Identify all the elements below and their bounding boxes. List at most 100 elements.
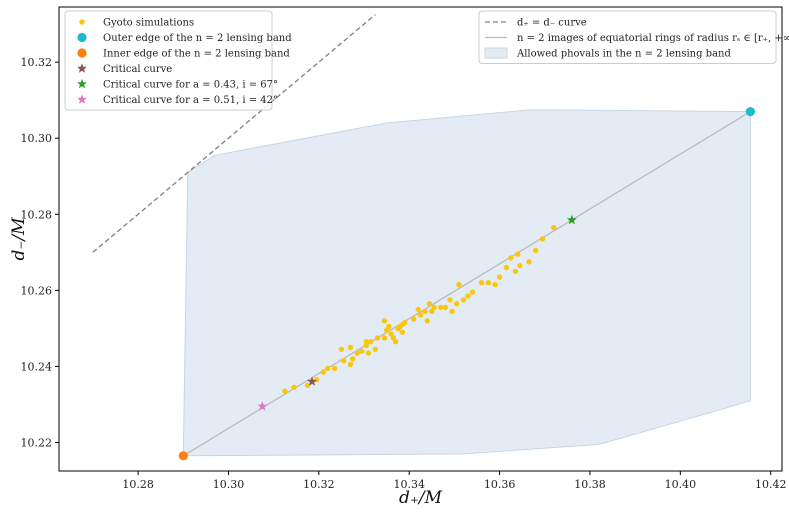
gyoto-point [496,274,503,280]
gyoto-point [368,339,374,345]
legend-allowed-phovals-in-the-n-2-lensing-band-label: Allowed phovals in the n = 2 lensing ban… [516,49,731,60]
gyoto-point [331,365,338,371]
gyoto-point [492,281,498,288]
y-axis-label: d₋/M [9,217,29,261]
legend-gyoto-simulations-marker [79,19,85,25]
x-tick-label: 10.40 [665,478,697,491]
gyoto-point [533,247,539,254]
gyoto-point [526,259,532,265]
gyoto-point [422,308,428,314]
gyoto-point [426,301,433,307]
gyoto-point [359,348,365,354]
points-layer [178,107,756,461]
gyoto-point [381,318,388,324]
gyoto-point [338,346,345,352]
gyoto-point [386,323,392,330]
gyoto-point [365,350,372,356]
ticks-layer: 10.28 10.30 10.32 10.34 10.36 10.38 10.40 10.42… [21,56,787,491]
gyoto-point [354,350,360,356]
gyoto-point [291,384,297,390]
x-tick-label: 10.30 [213,478,245,491]
legend-critical-curve-label: Critical curve [103,64,172,75]
gyoto-point [363,339,369,345]
x-tick-label: 10.42 [755,478,787,491]
legend-gyoto-simulations-label: Gyoto simulations [103,18,194,29]
x-tick-label: 10.34 [393,478,425,491]
gyoto-point [438,304,444,311]
legend-critical-curve-for-a-0-43-i-67-marker [77,78,87,89]
legend-outer-edge-of-the-n-2-lensing-band-marker [77,32,87,43]
gyoto-point [411,316,417,322]
legend-critical-curve-for-a-0-51-i-42-marker [77,94,87,104]
critical-curve-for-a-0-43-i-67-star [566,214,577,225]
gyoto-point [424,318,430,324]
y-tick-label: 10.24 [21,360,53,373]
gyoto-point [347,361,354,368]
y-tick-label: 10.28 [21,208,53,221]
gyoto-point [374,335,381,341]
gyoto-point [465,293,471,299]
legend-inner-edge-of-the-n-2-lensing-band-label: Inner edge of the n = 2 lensing band [103,49,290,60]
gyoto-point [372,346,378,352]
gyoto-point [454,301,460,307]
gyoto-point [341,358,347,364]
gyoto-point [469,289,476,295]
gyoto-point [392,339,399,345]
legend-box [64,10,273,111]
gyoto-point [402,320,408,326]
gyoto-point [415,306,421,313]
plot-frame [58,6,783,472]
gyoto-point [442,304,449,311]
legend-n-2-images-of-equatorial-rings-of-radius-r-r-label: n = 2 images of equatorial rings of radi… [517,33,789,44]
x-tick-label: 10.38 [574,478,606,491]
gyoto-point [363,342,369,349]
equality-curve [92,14,376,253]
gyoto-point [503,264,510,271]
gyoto-point [539,236,546,242]
gyoto-point [325,365,331,371]
y-tick-label: 10.26 [21,284,53,297]
x-axis-label: d₊/M [399,488,443,508]
x-tick-label: 10.36 [484,478,516,491]
y-tick-label: 10.30 [21,132,53,145]
outer-edge-of-the-n-2-lensing-band-marker [745,107,756,117]
legend-d-d-curve-label: d₊ = d₋ curve [517,18,587,29]
gyoto-point [320,369,326,375]
legend-left: Gyoto simulations Outer edge of the n = 2… [64,10,292,111]
gyoto-point [512,268,519,274]
gyoto-point [347,344,354,351]
gyoto-point [478,280,485,286]
curves-layer [92,14,751,457]
y-tick-label: 10.32 [21,56,53,69]
gyoto-point [515,251,521,257]
critical-curve-star [307,376,317,386]
gyoto-point [517,262,523,269]
legend-critical-curve-for-a-0-51-i-42-label: Critical curve for a = 0.51, i = 42° [103,95,278,106]
gyoto-point [417,312,424,318]
gyoto-point [350,356,356,362]
ring-images-line [182,111,751,457]
legend-critical-curve-for-a-0-43-i-67-label: Critical curve for a = 0.43, i = 67° [103,80,278,91]
gyoto-point [449,308,455,314]
gyoto-point [551,224,557,231]
legend-outer-edge-of-the-n-2-lensing-band-label: Outer edge of the n = 2 lensing band [103,33,292,44]
gyoto-point [460,297,467,303]
x-tick-label: 10.32 [303,478,335,491]
gyoto-point [485,280,491,286]
x-tick-label: 10.28 [122,478,154,491]
y-tick-label: 10.22 [21,436,53,449]
legend-allowed-phovals-in-the-n-2-lensing-band-marker [484,47,508,59]
legend-inner-edge-of-the-n-2-lensing-band-marker [77,48,87,58]
gyoto-point [399,329,406,335]
gyoto-point [282,388,288,394]
gyoto-point [508,255,514,261]
critical-curve-for-a-0-51-i-42-star [257,401,268,411]
gyoto-point [304,382,311,389]
legend-right: d₊ = d₋ curve n = 2 images of equatorial … [478,10,789,64]
gyoto-point [447,297,453,303]
gyoto-point [431,304,437,311]
inner-edge-of-the-n-2-lensing-band-marker [178,451,188,461]
gyoto-point [456,281,462,288]
legend-critical-curve-marker [77,63,87,73]
